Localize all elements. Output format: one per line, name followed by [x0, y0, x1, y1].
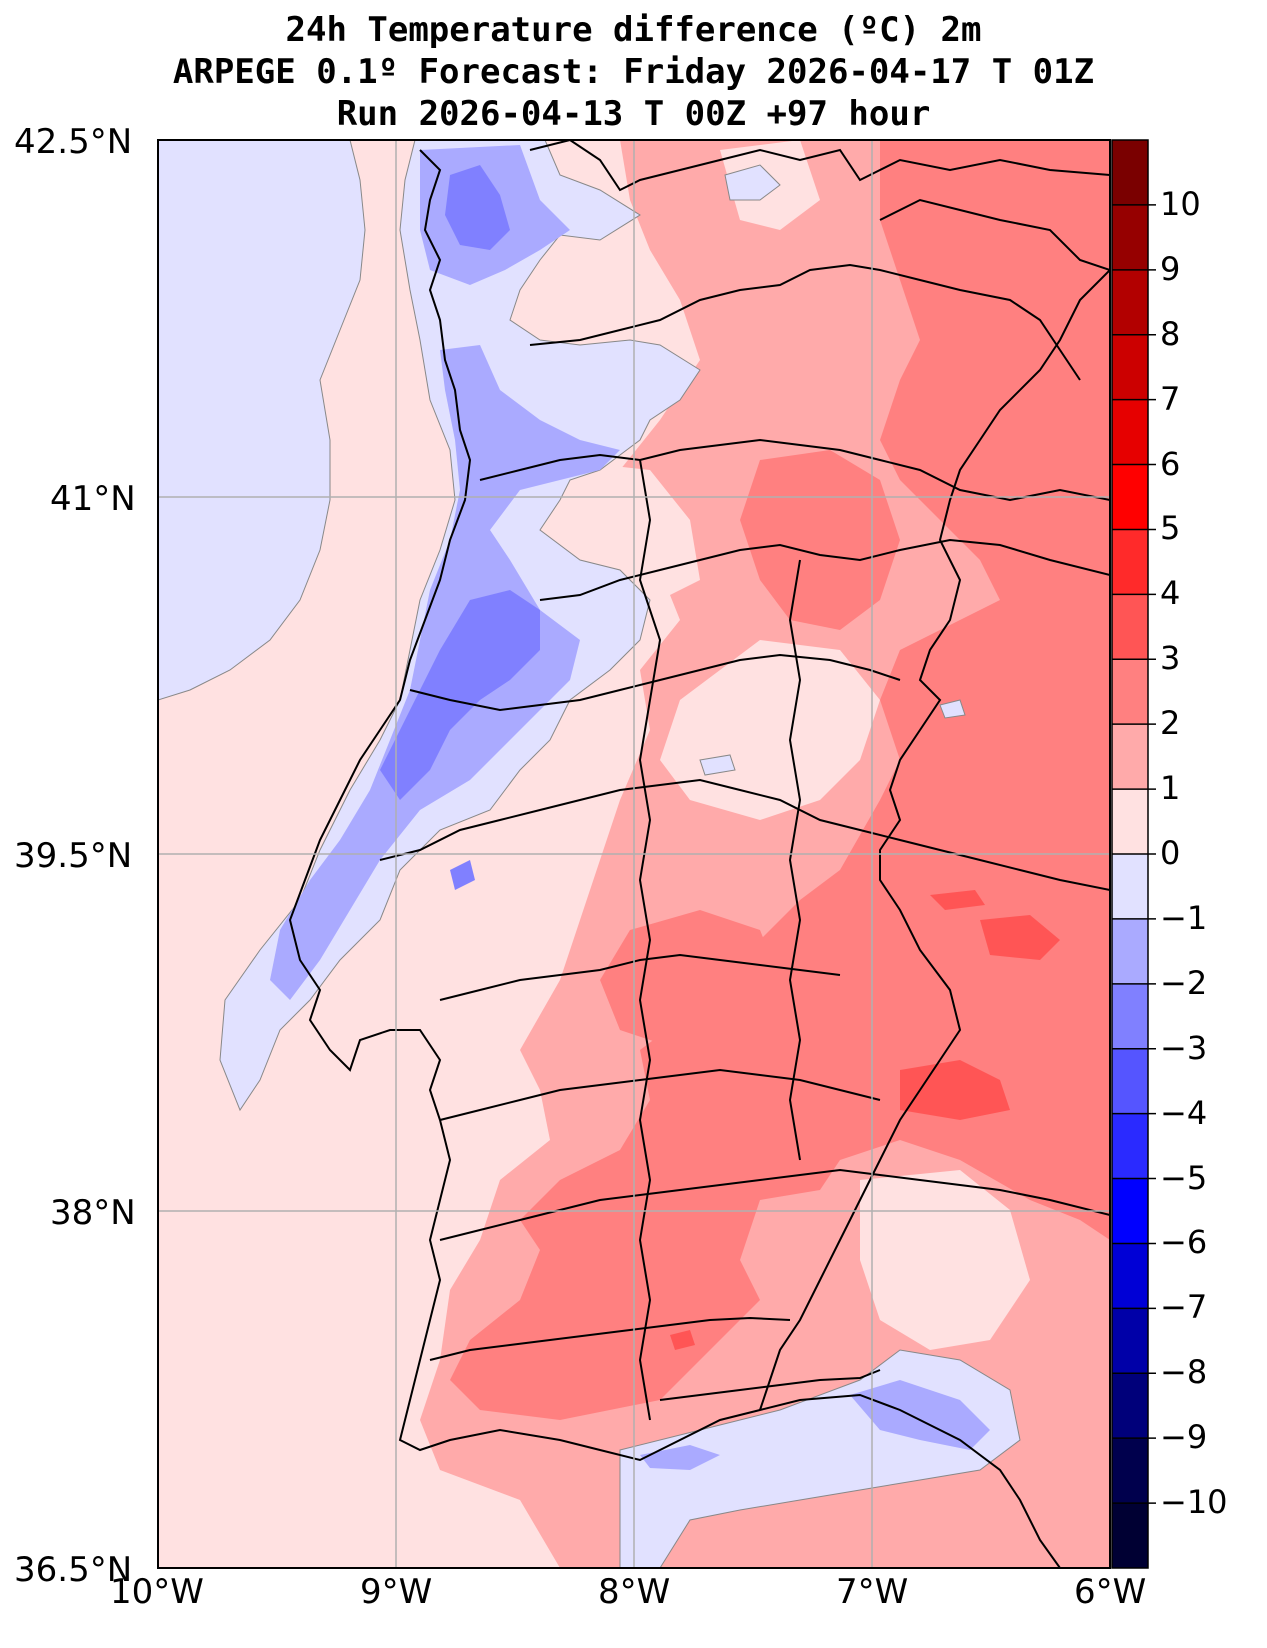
district-border-7: [439, 1068, 881, 1121]
colorbar-swatch: [1112, 334, 1148, 401]
colorbar-swatch: [1112, 1308, 1148, 1374]
lat-tick-label: 41°N: [50, 479, 136, 519]
colorbar-tick-label: −5: [1160, 1158, 1208, 1197]
lon-tick-label: 9°W: [360, 1572, 433, 1612]
colorbar-tick-label: 0: [1160, 834, 1181, 872]
coastal-minus3-band: [445, 165, 510, 250]
graticule: [158, 140, 1110, 1568]
north-border: [529, 140, 1110, 192]
colorbar-tick-label: 10: [1160, 184, 1201, 223]
colorbar-swatch: [1112, 1243, 1148, 1309]
colorbar-tick-label: −2: [1160, 963, 1208, 1002]
colorbar-swatch: [1112, 854, 1148, 920]
title-line-2: ARPEGE 0.1º Forecast: Friday 2026-04-17 …: [172, 52, 1095, 92]
lat-tick-label: 42.5°N: [14, 122, 133, 162]
colorbar-tick-label: −4: [1160, 1093, 1208, 1132]
title-line-1: 24h Temperature difference (ºC) 2m: [285, 10, 982, 50]
lon-tick-label: 6°W: [1074, 1572, 1147, 1612]
colorbar-tick-label: 7: [1160, 379, 1181, 418]
district-border-5: [379, 778, 1110, 891]
colorbar-tick-label: 3: [1160, 639, 1181, 678]
south-minus2-region: [850, 1380, 990, 1450]
district-border-12: [788, 559, 802, 1161]
interior-3-to-4-spot: [670, 1330, 695, 1350]
interior-0-to-1-pocket: [860, 1170, 1030, 1350]
colorbar-tick-label: 8: [1160, 314, 1181, 353]
district-border-10: [659, 1369, 881, 1401]
lat-tick-label: 36.5°N: [14, 1550, 133, 1590]
colorbar-swatch: [1112, 789, 1148, 855]
interior-3-to-4-spot: [980, 915, 1060, 960]
colorbar-tick-label: 5: [1160, 509, 1181, 548]
northeast-border: [879, 198, 1110, 271]
lat-tick-label: 38°N: [50, 1193, 136, 1233]
east-border: [759, 269, 1110, 1411]
district-border-1: [529, 263, 1081, 381]
colorbar-tick-label: −1: [1160, 898, 1208, 937]
colorbar-swatch: [1112, 1438, 1148, 1504]
interior-2-to-3-region: [740, 450, 900, 630]
title-line-3: Run 2026-04-13 T 00Z +97 hour: [336, 94, 931, 134]
colorbar-swatch: [1112, 464, 1148, 530]
colorbar-tick-label: 2: [1160, 704, 1181, 743]
map-frame: [157, 139, 1111, 1569]
colorbar: [1112, 140, 1156, 1569]
inland-negative-pocket: [724, 164, 781, 201]
border-lines: [288, 140, 1110, 1568]
colorbar-swatch: [1112, 594, 1148, 660]
colorbar-tick-label: 4: [1160, 574, 1181, 613]
colorbar-swatch: [1112, 983, 1148, 1050]
district-border-4: [409, 653, 901, 712]
lon-tick-label: 10°W: [110, 1572, 204, 1612]
lon-tick-label: 7°W: [836, 1572, 909, 1612]
coastline: [288, 149, 1061, 1568]
colorbar-swatch: [1112, 399, 1148, 466]
district-border-11: [638, 459, 662, 1421]
colorbar-swatch: [1112, 1503, 1148, 1569]
inland-negative-pocket: [699, 754, 736, 776]
colorbar-tick-label: 6: [1160, 444, 1181, 483]
inland-negative-pocket: [939, 699, 966, 719]
district-border-9: [429, 1316, 791, 1361]
colorbar-swatch: [1112, 659, 1148, 725]
colorbar-tick-label: 9: [1160, 249, 1181, 288]
district-border-3: [539, 538, 1110, 601]
colorbar-swatch: [1112, 140, 1148, 206]
lon-tick-label: 8°W: [598, 1572, 671, 1612]
interior-2-to-3-region: [600, 910, 780, 1050]
interior-3-to-4-spot: [930, 890, 985, 910]
colorbar-tick-label: −8: [1160, 1353, 1208, 1392]
lat-tick-label: 39.5°N: [14, 836, 133, 876]
colorbar-swatch: [1112, 1048, 1148, 1115]
coastal-minus3-band: [380, 590, 540, 800]
colorbar-swatch: [1112, 918, 1148, 985]
colorbar-swatch: [1112, 529, 1148, 595]
colorbar-tick-label: −9: [1160, 1418, 1208, 1457]
south-minus2-region: [640, 1445, 720, 1470]
interior-0-to-1-pocket: [660, 640, 880, 820]
colorbar-tick-label: −10: [1160, 1483, 1228, 1522]
colorbar-swatch: [1112, 204, 1148, 271]
district-border-6: [439, 953, 841, 1001]
colorbar-tick-label: −7: [1160, 1288, 1208, 1327]
district-border-8: [439, 1168, 1110, 1241]
colorbar-swatch: [1112, 724, 1148, 790]
map-panel: [158, 140, 1110, 1568]
colorbar-swatch: [1112, 1178, 1148, 1244]
colorbar-tick-label: −3: [1160, 1028, 1208, 1067]
colorbar-swatch: [1112, 1113, 1148, 1180]
colorbar-frame: [1111, 139, 1149, 1569]
colorbar-tick-label: 1: [1160, 769, 1181, 808]
colorbar-swatch: [1112, 269, 1148, 336]
district-border-2: [479, 438, 1110, 502]
colorbar-tick-label: −6: [1160, 1223, 1208, 1262]
coastal-minus3-band: [450, 860, 475, 890]
ocean-negative-region: [158, 140, 366, 701]
colorbar-swatch: [1112, 1373, 1148, 1439]
interior-3-to-4-spot: [900, 1060, 1010, 1120]
